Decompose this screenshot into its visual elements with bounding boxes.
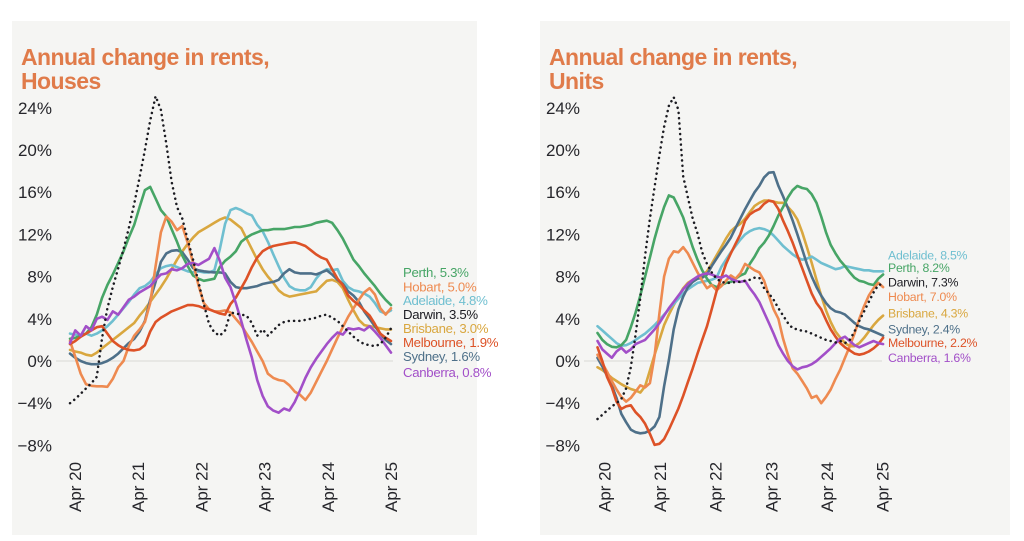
svg-text:Apr 21: Apr 21 <box>651 462 670 512</box>
svg-text:Brisbane, 3.0%: Brisbane, 3.0% <box>403 321 489 336</box>
svg-text:Melbourne, 2.2%: Melbourne, 2.2% <box>888 336 978 350</box>
svg-text:20%: 20% <box>18 141 52 160</box>
svg-text:Apr 25: Apr 25 <box>382 462 401 512</box>
svg-text:Melbourne, 1.9%: Melbourne, 1.9% <box>403 335 499 350</box>
svg-text:Brisbane, 4.3%: Brisbane, 4.3% <box>888 307 968 321</box>
svg-text:Darwin, 7.3%: Darwin, 7.3% <box>888 276 958 290</box>
svg-text:0%: 0% <box>27 352 52 371</box>
svg-text:24%: 24% <box>18 99 52 118</box>
svg-text:12%: 12% <box>18 225 52 244</box>
svg-text:Canberra, 0.8%: Canberra, 0.8% <box>403 365 492 380</box>
svg-text:4%: 4% <box>555 310 580 329</box>
svg-text:−4%: −4% <box>546 394 581 413</box>
svg-text:12%: 12% <box>546 225 580 244</box>
svg-text:Hobart, 5.0%: Hobart, 5.0% <box>403 279 477 294</box>
svg-text:Sydney, 2.4%: Sydney, 2.4% <box>888 323 960 337</box>
svg-text:Apr 23: Apr 23 <box>762 462 781 512</box>
svg-text:Adelaide, 4.8%: Adelaide, 4.8% <box>403 293 488 308</box>
svg-text:−8%: −8% <box>546 436 581 455</box>
svg-text:Apr 25: Apr 25 <box>874 462 893 512</box>
svg-text:−4%: −4% <box>18 394 53 413</box>
svg-text:16%: 16% <box>546 183 580 202</box>
svg-text:0%: 0% <box>555 352 580 371</box>
svg-text:24%: 24% <box>546 99 580 118</box>
svg-text:Darwin, 3.5%: Darwin, 3.5% <box>403 307 478 322</box>
svg-text:Annual change in rents,: Annual change in rents, <box>21 44 269 70</box>
svg-text:Apr 22: Apr 22 <box>192 462 211 512</box>
svg-text:Apr 23: Apr 23 <box>256 462 275 512</box>
svg-text:8%: 8% <box>555 268 580 287</box>
svg-text:4%: 4% <box>27 310 52 329</box>
svg-text:Canberra, 1.6%: Canberra, 1.6% <box>888 351 971 365</box>
svg-text:Houses: Houses <box>21 68 101 94</box>
svg-text:Adelaide, 8.5%: Adelaide, 8.5% <box>888 248 968 262</box>
svg-text:−8%: −8% <box>18 436 53 455</box>
svg-text:Perth, 8.2%: Perth, 8.2% <box>888 261 950 275</box>
svg-text:Hobart, 7.0%: Hobart, 7.0% <box>888 290 957 304</box>
svg-text:8%: 8% <box>27 268 52 287</box>
svg-text:Sydney, 1.6%: Sydney, 1.6% <box>403 349 480 364</box>
svg-text:Apr 20: Apr 20 <box>66 462 85 512</box>
svg-text:Apr 22: Apr 22 <box>707 462 726 512</box>
svg-text:Units: Units <box>549 68 604 94</box>
svg-text:Annual change in rents,: Annual change in rents, <box>549 44 797 70</box>
svg-text:Apr 24: Apr 24 <box>319 462 338 512</box>
svg-text:16%: 16% <box>18 183 52 202</box>
svg-text:20%: 20% <box>546 141 580 160</box>
svg-text:Perth, 5.3%: Perth, 5.3% <box>403 265 469 280</box>
svg-text:Apr 20: Apr 20 <box>596 462 615 512</box>
svg-text:Apr 24: Apr 24 <box>818 462 837 512</box>
svg-text:Apr 21: Apr 21 <box>129 462 148 512</box>
